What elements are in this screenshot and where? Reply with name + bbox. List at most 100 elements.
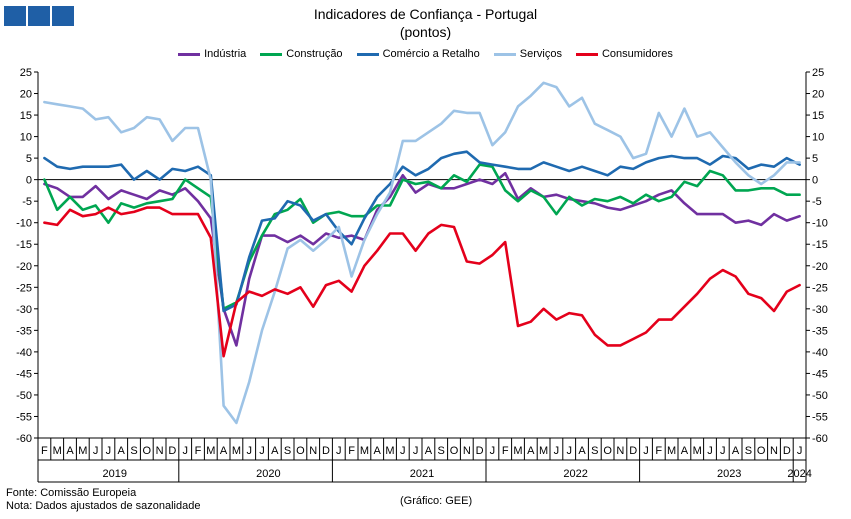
x-tick-label: A <box>425 445 433 457</box>
chart-subtitle: (pontos) <box>399 24 452 40</box>
y-tick-label-right: -10 <box>812 218 828 230</box>
year-label: 2019 <box>103 468 127 480</box>
x-tick-label: F <box>655 445 662 457</box>
y-tick-label-right: -45 <box>812 368 828 380</box>
y-tick-label-right: -20 <box>812 261 828 273</box>
x-tick-label: J <box>720 445 726 457</box>
gee-logo <box>4 6 74 26</box>
legend-swatch <box>356 52 379 56</box>
y-tick-label-left: -30 <box>16 304 32 316</box>
x-tick-label: F <box>502 445 509 457</box>
y-tick-label-right: -50 <box>812 390 828 402</box>
y-tick-label-left: -50 <box>16 390 32 402</box>
legend-item-construcao: Construção <box>260 48 343 60</box>
x-tick-label: J <box>566 445 572 457</box>
y-tick-label-left: -40 <box>16 347 32 359</box>
x-tick-label: M <box>693 445 702 457</box>
x-tick-label: M <box>513 445 522 457</box>
y-tick-label-right: -30 <box>812 304 828 316</box>
x-tick-label: A <box>66 445 74 457</box>
legend-label: Indústria <box>204 48 247 60</box>
x-tick-label: A <box>271 445 279 457</box>
legend-label: Consumidores <box>601 48 673 60</box>
y-tick-label-left: -15 <box>16 239 32 251</box>
chart-credit: (Gráfico: GEE) <box>400 495 473 507</box>
x-tick-label: S <box>130 445 137 457</box>
x-tick-label: N <box>463 445 471 457</box>
series-line-consumidores <box>43 206 801 358</box>
y-tick-label-left: -25 <box>16 282 32 294</box>
x-tick-label: O <box>603 445 612 457</box>
x-tick-label: S <box>438 445 445 457</box>
y-tick-label-left: -35 <box>16 325 32 337</box>
x-tick-label: M <box>78 445 87 457</box>
legend-label: Serviços <box>519 48 562 60</box>
y-tick-label-left: -20 <box>16 261 32 273</box>
legend-label: Comércio a Retalho <box>382 48 480 60</box>
x-tick-label: J <box>707 445 713 457</box>
x-tick-label: J <box>336 445 342 457</box>
x-tick-label: J <box>182 445 188 457</box>
x-tick-label: O <box>296 445 305 457</box>
year-label: 2021 <box>410 468 434 480</box>
x-tick-label: A <box>118 445 126 457</box>
x-tick-label: J <box>413 445 419 457</box>
x-tick-label: M <box>206 445 215 457</box>
legend-item-consumidores: Consumidores <box>575 48 673 60</box>
chart-title: Indicadores de Confiança - Portugal <box>313 6 538 22</box>
x-tick-label: O <box>757 445 766 457</box>
series-line-servi-os <box>43 81 801 425</box>
logo-square <box>28 6 50 26</box>
x-tick-label: A <box>527 445 535 457</box>
y-tick-label-left: 5 <box>26 153 32 165</box>
y-tick-label-right: 20 <box>812 89 824 101</box>
y-tick-label-left: -55 <box>16 411 32 423</box>
year-label: 2023 <box>717 468 741 480</box>
x-tick-label: A <box>220 445 228 457</box>
x-tick-label: J <box>554 445 560 457</box>
series-line-com-rcio-a-retalho <box>43 150 801 313</box>
x-tick-label: D <box>476 445 484 457</box>
logo-square <box>4 6 26 26</box>
x-tick-label: F <box>348 445 355 457</box>
x-tick-label: N <box>616 445 624 457</box>
adjustment-note: Nota: Dados ajustados de sazonalidade <box>6 500 201 512</box>
x-tick-label: A <box>732 445 740 457</box>
x-tick-label: M <box>667 445 676 457</box>
year-label: 2024 <box>787 468 811 480</box>
source-note: Fonte: Comissão Europeia <box>6 487 137 499</box>
x-tick-label: D <box>168 445 176 457</box>
x-tick-label: J <box>490 445 496 457</box>
y-tick-label-left: -60 <box>16 433 32 445</box>
year-label: 2020 <box>256 468 280 480</box>
x-tick-label: O <box>143 445 152 457</box>
x-tick-label: F <box>195 445 202 457</box>
legend-swatch <box>493 52 516 56</box>
legend-label: Construção <box>286 48 343 60</box>
logo-square <box>52 6 74 26</box>
x-tick-label: J <box>400 445 406 457</box>
legend-item-servicos: Serviços <box>493 48 562 60</box>
x-tick-label: S <box>284 445 291 457</box>
y-tick-label-left: -45 <box>16 368 32 380</box>
y-tick-label-left: 25 <box>20 67 32 79</box>
y-tick-label-right: -5 <box>812 196 822 208</box>
x-tick-label: N <box>309 445 317 457</box>
y-tick-label-right: -35 <box>812 325 828 337</box>
x-tick-label: N <box>770 445 778 457</box>
y-tick-label-left: -5 <box>22 196 32 208</box>
x-tick-label: M <box>385 445 394 457</box>
year-label: 2022 <box>563 468 587 480</box>
x-tick-label: A <box>681 445 689 457</box>
y-tick-label-left: -10 <box>16 218 32 230</box>
series-line-constru-o <box>43 163 801 311</box>
legend-item-comercio: Comércio a Retalho <box>356 48 480 60</box>
x-tick-label: S <box>745 445 752 457</box>
x-tick-label: N <box>156 445 164 457</box>
y-tick-label-right: 25 <box>812 67 824 79</box>
y-tick-label-right: -15 <box>812 239 828 251</box>
y-tick-label-right: 10 <box>812 132 824 144</box>
x-tick-label: J <box>259 445 265 457</box>
y-tick-label-left: 20 <box>20 89 32 101</box>
y-tick-label-left: 10 <box>20 132 32 144</box>
